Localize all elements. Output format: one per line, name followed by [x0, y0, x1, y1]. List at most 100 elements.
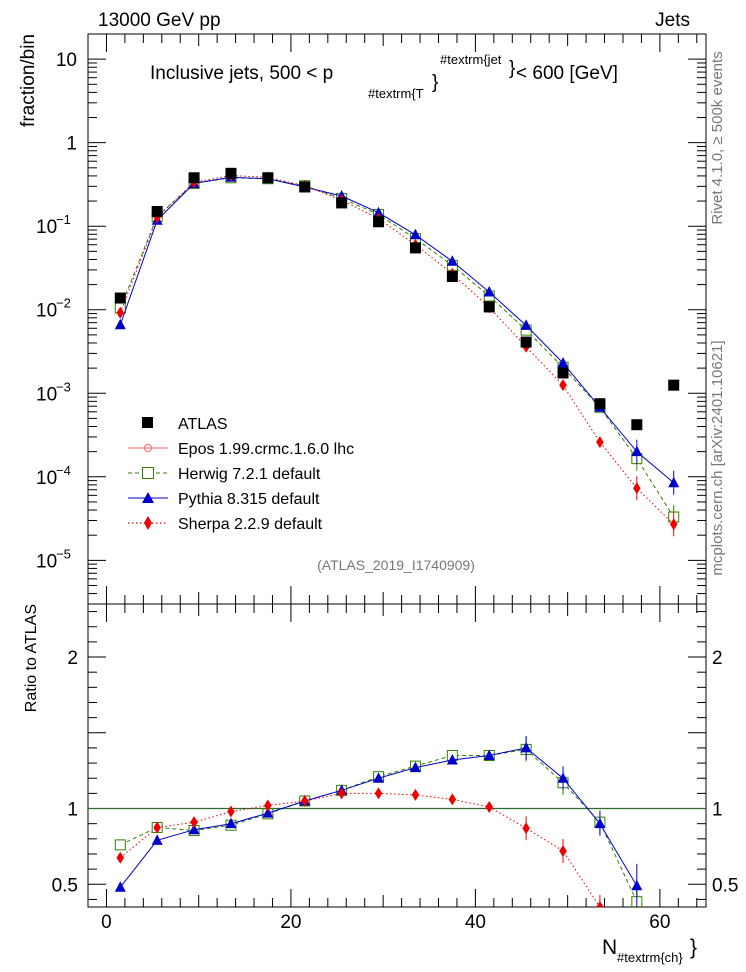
x-tick-label: 60: [649, 912, 670, 933]
main-axis-ticks: [88, 33, 706, 605]
main-point-pythia: [409, 228, 421, 240]
x-tick-label: 0: [101, 912, 112, 933]
main-point-atlas: [151, 205, 163, 217]
main-point-atlas: [483, 301, 495, 313]
main-point-atlas: [631, 419, 643, 431]
legend-label-epos: Epos 1.99.crmc.1.6.0 lhc: [178, 441, 354, 458]
ratio-point-sherpa: [153, 821, 161, 834]
x-label-brace: }: [690, 936, 697, 959]
main-y-tick-label-exponent: −1: [56, 212, 71, 227]
main-point-sherpa: [559, 379, 567, 392]
ratio-y-tick-label-2-right: 2: [712, 648, 723, 669]
legend-entry-pythia: Pythia 8.315 default: [128, 491, 320, 508]
legend: ATLAS Epos 1.99.crmc.1.6.0 lhc Herwig 7.…: [128, 416, 354, 533]
main-point-atlas: [114, 292, 126, 304]
main-point-atlas: [373, 216, 385, 228]
ratio-axis-ticks: [88, 604, 706, 907]
ratio-line-sherpa: [119, 792, 601, 907]
ratio-point-sherpa: [559, 844, 567, 857]
ratio-point-sherpa: [485, 801, 494, 814]
ratio-y-axis-label: Ratio to ATLAS: [23, 604, 40, 712]
main-point-atlas: [225, 167, 237, 179]
main-point-sherpa: [633, 482, 641, 495]
ratio-y-tick-label-2-left: 2: [67, 648, 78, 669]
ratio-point-pythia: [631, 879, 643, 891]
ratio-point-sherpa: [337, 787, 346, 800]
ratio-point-herwig: [114, 839, 126, 851]
ratio-point-pythia: [446, 754, 458, 765]
main-point-pythia: [557, 357, 569, 368]
main-point-atlas: [336, 197, 348, 209]
legend-entry-atlas: ATLAS: [142, 416, 228, 433]
main-point-atlas: [520, 336, 532, 348]
ratio-point-sherpa: [300, 794, 309, 807]
ratio-panel-frame: [87, 603, 707, 908]
analysis-label: (ATLAS_2019_I1740909): [317, 557, 475, 573]
ratio-point-sherpa: [411, 788, 420, 801]
main-y-tick-label-base: 10: [36, 551, 57, 572]
process-label: Jets: [655, 10, 690, 31]
legend-marker-herwig: [142, 467, 154, 479]
ratio-point-sherpa: [227, 805, 235, 818]
main-point-pythia: [446, 255, 458, 266]
main-point-pythia: [520, 319, 532, 330]
main-point-sherpa: [669, 518, 678, 531]
main-point-atlas: [188, 172, 200, 184]
title-suffix: < 600 [GeV]: [516, 63, 618, 84]
main-y-tick-label: 10: [56, 50, 77, 71]
ratio-point-sherpa: [190, 816, 198, 829]
title-superscript: #textrm{jet: [440, 52, 502, 67]
legend-entry-sherpa: Sherpa 2.2.9 default: [128, 516, 323, 533]
main-point-atlas: [299, 181, 311, 193]
rivet-label: Rivet 4.1.0, ≥ 500k events: [709, 51, 726, 224]
energy-label: 13000 GeV pp: [98, 10, 221, 31]
main-point-pythia: [631, 445, 643, 457]
main-y-tick-label-base: 10: [36, 301, 57, 322]
legend-label-atlas: ATLAS: [178, 416, 228, 433]
main-y-tick-label-base: 10: [36, 217, 57, 238]
x-tick-label: 40: [465, 912, 486, 933]
ratio-point-sherpa: [116, 851, 125, 864]
ratio-point-pythia: [520, 741, 532, 753]
ratio-point-sherpa: [374, 787, 383, 800]
legend-entry-epos: Epos 1.99.crmc.1.6.0 lhc: [128, 441, 354, 458]
ratio-series-layer: [114, 735, 643, 907]
title-sub-brace: }: [432, 72, 438, 93]
x-tick-labels: 0 20 40 60: [101, 912, 670, 933]
main-point-atlas: [409, 242, 421, 254]
title-subscript: #textrm{T: [368, 86, 424, 101]
title-sup-brace: }: [509, 58, 515, 79]
legend-marker-atlas: [142, 417, 153, 428]
main-line-sherpa: [119, 174, 675, 525]
ratio-line-pythia: [119, 747, 638, 888]
main-y-tick-label-base: 10: [36, 468, 57, 489]
main-point-atlas: [446, 270, 458, 282]
ratio-point-pythia: [262, 807, 274, 818]
legend-marker-epos: [144, 444, 152, 452]
main-point-pythia: [483, 286, 495, 297]
main-y-tick-label-base: 10: [36, 384, 57, 405]
ratio-y-tick-label-05-left: 0.5: [52, 875, 78, 896]
ratio-y-tick-label-05-right: 0.5: [712, 875, 738, 896]
ratio-y-tick-label-1-right: 1: [712, 800, 723, 821]
legend-label-pythia: Pythia 8.315 default: [178, 491, 320, 508]
main-point-atlas: [557, 367, 569, 379]
ratio-point-pythia: [373, 772, 385, 783]
ratio-point-pythia: [409, 761, 421, 773]
main-point-sherpa: [116, 306, 125, 319]
legend-label-sherpa: Sherpa 2.2.9 default: [178, 516, 323, 533]
main-point-atlas: [262, 172, 274, 184]
ratio-point-sherpa: [522, 822, 530, 835]
main-point-atlas: [668, 379, 680, 391]
main-series-layer: [114, 167, 680, 537]
main-point-pythia: [668, 476, 680, 488]
ratio-point-pythia: [557, 772, 569, 783]
x-tick-label: 20: [280, 912, 301, 933]
main-y-tick-label-exponent: −2: [56, 296, 71, 311]
main-y-tick-label-exponent: −5: [56, 546, 71, 561]
main-y-tick-label-exponent: −4: [56, 463, 71, 478]
main-point-pythia: [114, 318, 126, 330]
legend-marker-sherpa: [144, 516, 152, 530]
